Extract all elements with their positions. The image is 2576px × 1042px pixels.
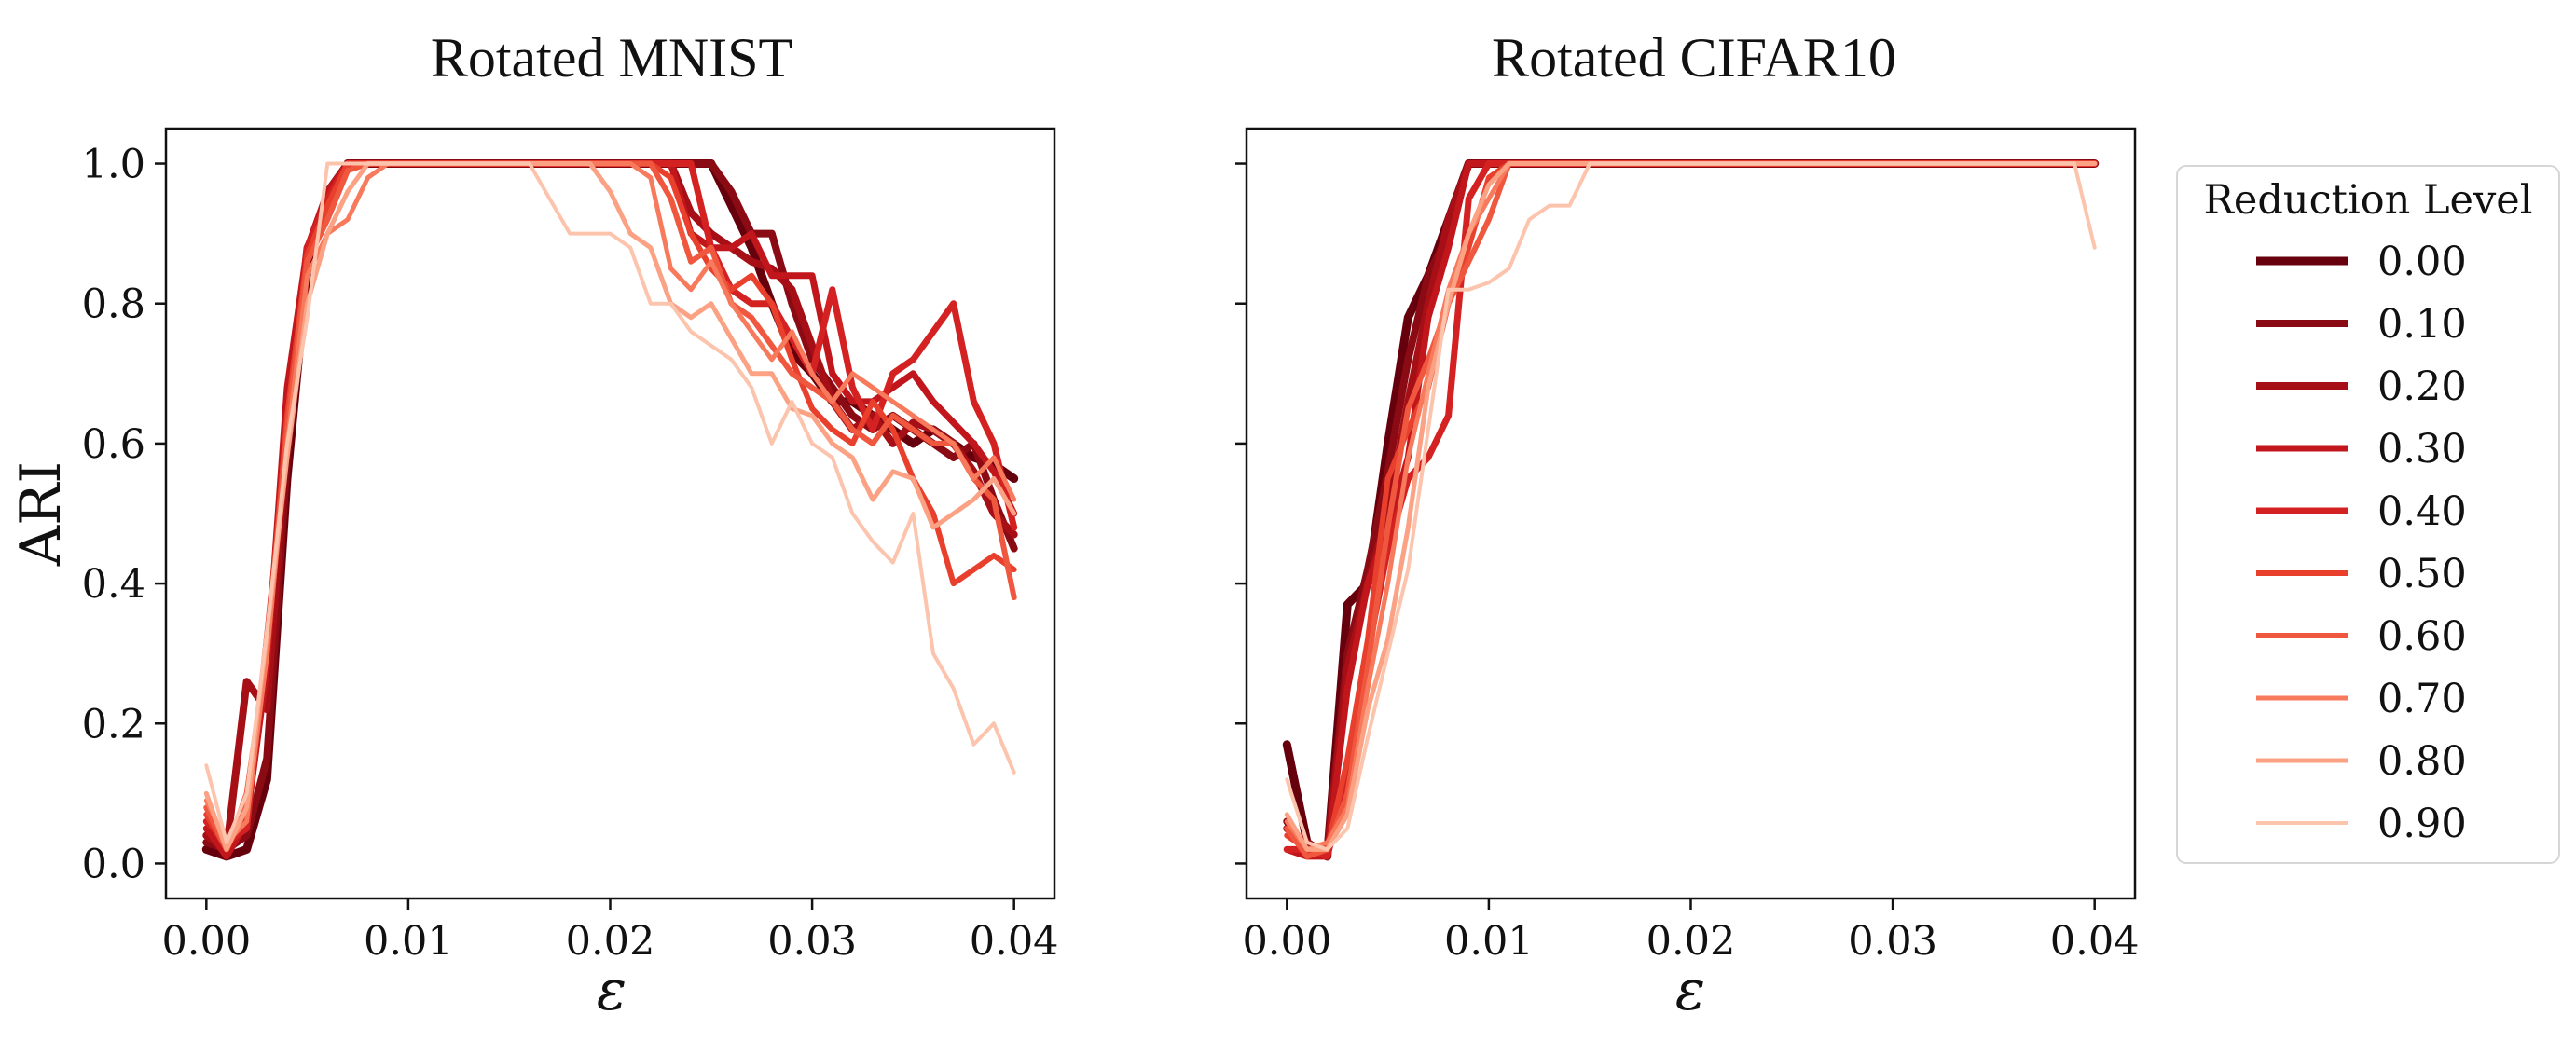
x-tick-label: 0.01 — [364, 918, 453, 965]
x-axis: 0.00 0.01 0.02 0.03 0.04 — [1242, 898, 2140, 965]
x-axis-label: ε — [1675, 958, 1705, 1023]
legend: Reduction Level 0.00 0.10 0.20 0.30 0.40 0.50… — [2176, 165, 2560, 864]
legend-label: 0.90 — [2377, 801, 2467, 847]
legend-title: Reduction Level — [2204, 177, 2533, 224]
y-tick-label: 0.8 — [82, 281, 145, 328]
x-axis: 0.00 0.01 0.02 0.03 0.04 — [161, 898, 1059, 965]
legend-label: 0.00 — [2377, 239, 2467, 285]
legend-label: 0.30 — [2377, 426, 2467, 473]
series-line-0.70 — [203, 161, 1017, 845]
legend-label: 0.40 — [2377, 488, 2467, 535]
y-tick-label: 0.2 — [82, 701, 145, 747]
legend-label: 0.60 — [2377, 613, 2467, 660]
series-line-0.30 — [202, 160, 1018, 860]
legend-label: 0.10 — [2377, 301, 2467, 348]
x-tick-label: 0.03 — [767, 918, 857, 965]
series-line-0.10 — [1283, 159, 2099, 854]
x-tick-label: 0.00 — [161, 918, 251, 965]
y-tick-label: 0.4 — [82, 561, 145, 608]
y-axis: 0.0 0.2 0.4 0.6 0.8 1.0 — [82, 142, 166, 887]
plot-frame — [164, 127, 1056, 900]
x-tick-label: 0.00 — [1242, 918, 1331, 965]
plot-area — [201, 159, 1019, 861]
series-line-0.80 — [1284, 161, 2098, 852]
series-line-0.30 — [1283, 160, 2099, 860]
legend-label: 0.70 — [2377, 676, 2467, 722]
series-line-0.10 — [202, 159, 1018, 854]
legend-label: 0.80 — [2377, 738, 2467, 785]
chart-rotated-mnist: Rotated MNIST 0.00 0.01 0.02 0.03 0.04 0.00.… — [8, 27, 1059, 1023]
chart-title: Rotated CIFAR10 — [1492, 27, 1896, 89]
series-line-0.90 — [1285, 161, 2097, 852]
y-tick-label: 0.6 — [82, 421, 145, 468]
y-tick-label: 1.0 — [82, 142, 145, 188]
x-tick-label: 0.02 — [1646, 918, 1736, 965]
x-tick-label: 0.02 — [566, 918, 655, 965]
y-tick-label: 0.0 — [82, 841, 145, 887]
series-line-0.40 — [202, 160, 1018, 846]
x-tick-label: 0.04 — [970, 918, 1059, 965]
series-line-0.00 — [1282, 159, 2100, 861]
series-line-0.50 — [1284, 160, 2098, 853]
y-axis-label: ARI — [8, 461, 74, 567]
y-axis — [1235, 162, 1247, 865]
chart-title: Rotated MNIST — [431, 27, 792, 89]
series-line-0.20 — [1283, 159, 2099, 860]
series-line-0.60 — [203, 160, 1017, 853]
plot-area — [1282, 159, 2100, 861]
x-tick-label: 0.04 — [2050, 918, 2140, 965]
series-line-0.70 — [1284, 161, 2098, 852]
legend-items: 0.00 0.10 0.20 0.30 0.40 0.50 0.60 0.70 0.80 0.90 — [2256, 239, 2467, 847]
series-line-0.00 — [201, 159, 1019, 861]
x-axis-label: ε — [597, 958, 627, 1023]
legend-label: 0.50 — [2377, 551, 2467, 597]
x-tick-label: 0.03 — [1848, 918, 1937, 965]
chart-rotated-cifar10: Rotated CIFAR10 0.00 0.01 0.02 0.03 0.04 ε — [1235, 27, 2140, 1023]
legend-box — [2176, 165, 2560, 864]
x-tick-label: 0.01 — [1444, 918, 1534, 965]
series-line-0.50 — [203, 160, 1017, 853]
series-line-0.60 — [1284, 160, 2098, 859]
series-line-0.80 — [203, 161, 1017, 852]
series-line-0.20 — [202, 159, 1018, 854]
legend-label: 0.20 — [2377, 363, 2467, 410]
series-line-0.90 — [204, 161, 1016, 844]
series-line-0.40 — [1283, 160, 2099, 860]
